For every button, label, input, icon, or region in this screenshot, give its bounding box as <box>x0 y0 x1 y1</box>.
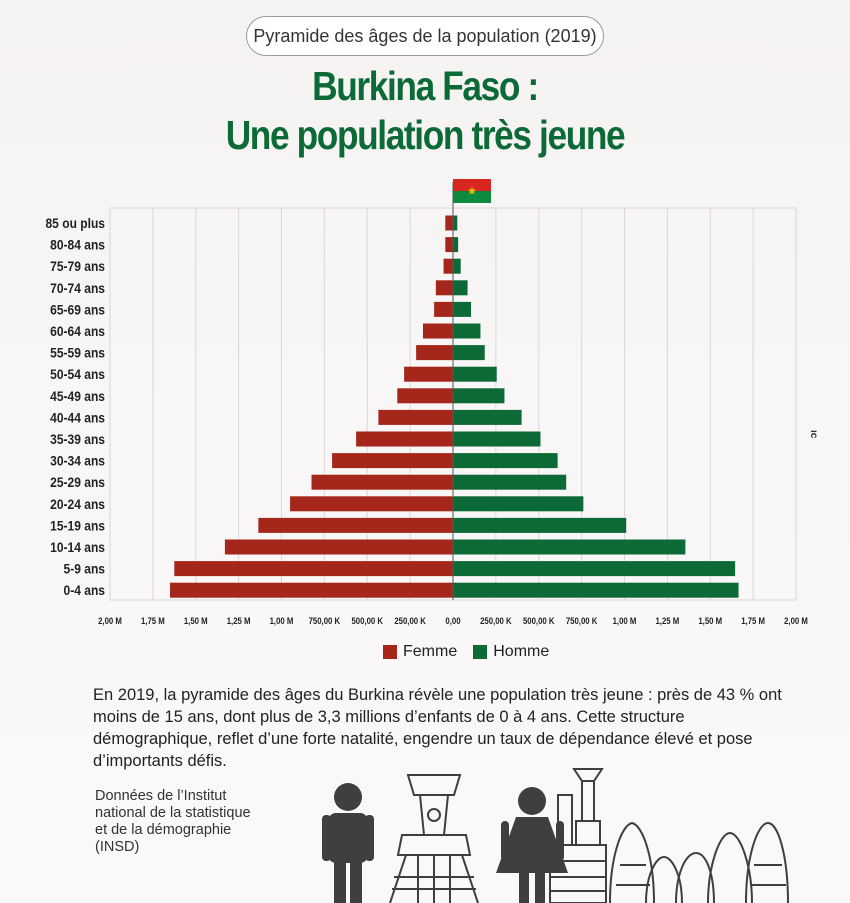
bar-femme <box>290 496 453 512</box>
bar-homme <box>453 474 567 490</box>
y-category-label: 0-4 ans <box>64 582 105 598</box>
x-tick-label: 750,00 K <box>309 615 341 626</box>
y-category-label: 35-39 ans <box>50 431 105 447</box>
bar-homme <box>453 561 736 577</box>
bar-femme <box>397 388 453 404</box>
legend-swatch-femme <box>383 645 397 659</box>
y-category-label: 75-79 ans <box>50 258 105 274</box>
x-tick-label: 1,50 M <box>698 615 722 626</box>
illustration <box>322 768 789 903</box>
bar-femme <box>332 453 453 469</box>
legend-label-homme: Homme <box>493 643 550 660</box>
x-tick-label: 1,25 M <box>655 615 679 626</box>
side-mark: ıc <box>808 430 819 439</box>
y-category-label: 5-9 ans <box>64 561 105 577</box>
y-category-label: 15-19 ans <box>50 518 105 534</box>
legend-label-femme: Femme <box>403 643 458 660</box>
y-category-label: 70-74 ans <box>50 280 105 296</box>
bar-homme <box>453 496 584 512</box>
x-tick-label: 0,00 <box>445 615 460 626</box>
legend-swatch-homme <box>473 645 488 659</box>
bar-homme <box>453 323 481 339</box>
flag-red-band <box>453 179 491 191</box>
y-category-label: 55-59 ans <box>50 345 105 361</box>
bar-femme <box>170 582 453 598</box>
chart-legend: Femme Homme <box>383 641 549 663</box>
mounds-icon <box>609 821 789 903</box>
subtitle-pill: Pyramide des âges de la population (2019… <box>246 16 604 56</box>
x-tick-label: 250,00 K <box>394 615 426 626</box>
x-tick-label: 1,00 M <box>270 615 294 626</box>
population-pyramid-chart: 2,00 M 1,75 M 1,50 M 1,25 M 1,00 M 750,00 K 50… <box>45 179 808 626</box>
bar-femme <box>311 474 453 490</box>
y-category-label: 85 ou plus <box>45 215 105 231</box>
bar-homme <box>453 409 522 425</box>
y-category-label: 10-14 ans <box>50 539 105 555</box>
bar-femme <box>434 301 453 317</box>
bar-femme <box>416 345 453 361</box>
bar-homme <box>453 582 739 598</box>
bar-femme <box>258 517 453 533</box>
y-category-label: 60-64 ans <box>50 323 105 339</box>
bar-homme <box>453 366 497 382</box>
bar-homme <box>453 301 472 317</box>
y-category-label: 25-29 ans <box>50 474 105 490</box>
x-tick-label: 1,50 M <box>184 615 208 626</box>
y-category-label: 30-34 ans <box>50 453 105 469</box>
monument-icon <box>389 774 479 903</box>
bar-femme <box>356 431 453 447</box>
x-tick-label: 2,00 M <box>784 615 808 626</box>
tower-icon <box>549 768 607 903</box>
title-line-2: Une population très jeune <box>225 112 626 158</box>
bar-femme <box>378 409 453 425</box>
bar-homme <box>453 345 485 361</box>
burkina-faso-flag-icon <box>467 186 477 195</box>
bar-femme <box>224 539 453 555</box>
y-category-label: 40-44 ans <box>50 410 105 426</box>
x-tick-label: 250,00 K <box>480 615 512 626</box>
bar-homme <box>453 280 468 296</box>
bar-femme <box>445 215 453 231</box>
title-line-1: Burkina Faso : <box>312 63 539 109</box>
man-icon <box>322 783 374 903</box>
x-tick-label: 1,00 M <box>613 615 637 626</box>
bar-homme <box>453 237 459 253</box>
bar-femme <box>404 366 453 382</box>
x-tick-label: 1,25 M <box>227 615 251 626</box>
x-tick-label: 1,75 M <box>141 615 165 626</box>
y-category-label: 50-54 ans <box>50 366 105 382</box>
bar-homme <box>453 215 458 231</box>
y-category-label: 20-24 ans <box>50 496 105 512</box>
flag-green-band <box>453 191 491 203</box>
x-tick-label: 2,00 M <box>98 615 122 626</box>
bar-femme <box>174 561 453 577</box>
bar-homme <box>453 388 505 404</box>
bar-homme <box>453 539 686 555</box>
x-tick-label: 1,75 M <box>741 615 765 626</box>
bar-homme <box>453 258 461 274</box>
page-title: Burkina Faso : Une population très jeune <box>0 62 850 160</box>
bar-femme <box>422 323 453 339</box>
description-text: En 2019, la pyramide des âges du Burkina… <box>93 686 782 770</box>
bar-homme <box>453 431 541 447</box>
y-category-label: 65-69 ans <box>50 302 105 318</box>
subtitle-text: Pyramide des âges de la population (2019… <box>253 25 597 46</box>
x-tick-label: 500,00 K <box>523 615 555 626</box>
x-tick-label: 750,00 K <box>566 615 598 626</box>
bar-homme <box>453 517 627 533</box>
y-category-label: 45-49 ans <box>50 388 105 404</box>
source-text: Données de l’Institut national de la sta… <box>95 788 251 855</box>
x-tick-label: 500,00 K <box>351 615 383 626</box>
bar-femme <box>435 280 453 296</box>
y-category-label: 80-84 ans <box>50 237 105 253</box>
bar-femme <box>443 258 453 274</box>
bar-homme <box>453 453 558 469</box>
bar-femme <box>445 237 453 253</box>
